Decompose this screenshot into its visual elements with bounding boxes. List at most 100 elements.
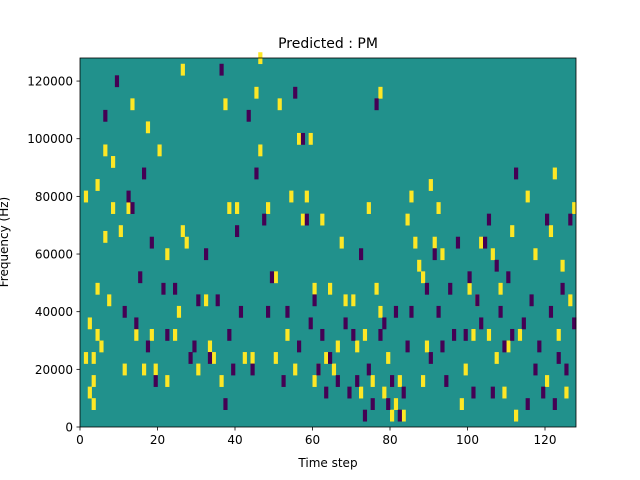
heatmap-cell-high bbox=[223, 98, 228, 111]
x-axis-label: Time step bbox=[297, 456, 357, 470]
heatmap-cell-low bbox=[351, 328, 356, 341]
heatmap-cell-high bbox=[91, 352, 96, 364]
heatmap-cell-high bbox=[397, 375, 402, 387]
heatmap-cell-high bbox=[95, 328, 100, 341]
heatmap-cell-high bbox=[471, 328, 476, 341]
heatmap-cell-high bbox=[328, 282, 333, 295]
x-tick-label: 20 bbox=[150, 433, 165, 447]
heatmap-cell-high bbox=[122, 363, 127, 376]
heatmap-cell-high bbox=[552, 167, 557, 180]
heatmap-cell-low bbox=[320, 328, 325, 341]
y-tick-label: 120000 bbox=[27, 75, 73, 89]
heatmap-cell-high bbox=[83, 352, 89, 364]
heatmap-cell-low bbox=[490, 386, 495, 399]
heatmap-cell-low bbox=[297, 340, 302, 353]
heatmap-cell-low bbox=[374, 98, 379, 111]
heatmap-cell-high bbox=[421, 271, 426, 284]
heatmap-cell-high bbox=[173, 328, 178, 341]
heatmap-cell-high bbox=[91, 375, 96, 387]
heatmap-cell-low bbox=[165, 328, 170, 341]
heatmap-cell-high bbox=[533, 248, 538, 261]
heatmap-cell-low bbox=[444, 375, 449, 387]
heatmap-cell-low bbox=[401, 386, 406, 399]
heatmap-cell-low bbox=[560, 282, 565, 295]
x-tick-label: 120 bbox=[534, 433, 557, 447]
heatmap-cell-high bbox=[494, 352, 499, 364]
y-tick-label: 60000 bbox=[35, 248, 73, 262]
y-tick-label: 20000 bbox=[35, 363, 73, 377]
heatmap-cell-low bbox=[238, 305, 244, 318]
heatmap-cell-low bbox=[266, 305, 271, 318]
heatmap-cell-high bbox=[545, 375, 550, 387]
heatmap-cell-high bbox=[165, 248, 170, 261]
heatmap-cell-high bbox=[95, 179, 100, 191]
heatmap-cell-high bbox=[227, 202, 232, 214]
heatmap-cell-low bbox=[409, 305, 414, 318]
heatmap-cell-low bbox=[463, 328, 468, 341]
heatmap-cell-high bbox=[490, 248, 495, 261]
heatmap-cell-high bbox=[413, 236, 418, 249]
heatmap-cell-low bbox=[204, 248, 209, 261]
y-axis-label: Frequency (Hz) bbox=[0, 197, 11, 288]
heatmap-cell-high bbox=[258, 144, 263, 157]
heatmap-cell-low bbox=[335, 375, 340, 387]
x-axis: 0 20 40 60 80 100 120 bbox=[76, 427, 556, 447]
heatmap-cell-low bbox=[192, 340, 197, 353]
y-tick-label: 40000 bbox=[35, 305, 73, 319]
heatmap-cell-low bbox=[362, 409, 368, 422]
heatmap-cell-low bbox=[556, 352, 561, 364]
heatmap-cell-high bbox=[149, 328, 154, 341]
heatmap-cell-high bbox=[564, 386, 569, 399]
heatmap-cell-low bbox=[467, 271, 472, 284]
heatmap-cell-high bbox=[548, 225, 554, 238]
heatmap-cell-high bbox=[99, 340, 104, 353]
heatmap-cell-low bbox=[188, 352, 193, 364]
heatmap-cell-low bbox=[300, 132, 306, 145]
heatmap-cell-low bbox=[142, 167, 147, 180]
heatmap-cell-high bbox=[467, 282, 472, 295]
heatmap-cell-low bbox=[114, 75, 120, 88]
x-tick-label: 60 bbox=[305, 433, 320, 447]
heatmap-cell-high bbox=[153, 363, 158, 376]
heatmap-cell-low bbox=[145, 340, 151, 353]
heatmap-cell-low bbox=[479, 317, 484, 330]
heatmap-cell-high bbox=[506, 340, 511, 353]
heatmap-cell-high bbox=[103, 144, 108, 157]
heatmap-cell-low bbox=[494, 259, 499, 272]
heatmap-cell-low bbox=[393, 305, 399, 318]
heatmap-cell-low bbox=[293, 86, 298, 99]
heatmap-cell-high bbox=[331, 363, 337, 376]
heatmap-cell-high bbox=[436, 202, 441, 214]
heatmap-cell-high bbox=[424, 340, 430, 353]
heatmap-cell-low bbox=[122, 305, 127, 318]
heatmap-cell-low bbox=[126, 190, 131, 203]
heatmap-cell-low bbox=[134, 317, 139, 330]
heatmap-cell-low bbox=[436, 305, 441, 318]
heatmap-cell-low bbox=[366, 363, 371, 376]
heatmap-cell-low bbox=[231, 363, 236, 376]
heatmap-cell-low bbox=[343, 317, 348, 330]
heatmap-cell-high bbox=[184, 236, 189, 249]
heatmap-cell-low bbox=[548, 305, 554, 318]
heatmap-cell-high bbox=[87, 317, 92, 330]
heatmap-cell-high bbox=[266, 202, 271, 214]
heatmap-cell-low bbox=[397, 409, 402, 422]
heatmap-cell-low bbox=[428, 352, 433, 364]
x-tick-label: 40 bbox=[227, 433, 242, 447]
heatmap-cell-high bbox=[107, 294, 112, 307]
heatmap-cell-low bbox=[382, 317, 387, 330]
heatmap-cell-low bbox=[359, 248, 364, 261]
heatmap-cell-high bbox=[510, 225, 515, 238]
heatmap-cell-low bbox=[227, 328, 232, 341]
heatmap-cell-high bbox=[393, 398, 399, 410]
heatmap-cell-high bbox=[359, 386, 364, 399]
heatmap-cell-low bbox=[483, 236, 488, 249]
x-tick-label: 100 bbox=[456, 433, 479, 447]
heatmap-cell-low bbox=[386, 398, 391, 410]
heatmap-cell-high bbox=[339, 236, 344, 249]
heatmap-cell-high bbox=[421, 375, 426, 387]
heatmap-cell-high bbox=[273, 352, 278, 364]
heatmap-cell-low bbox=[316, 363, 321, 376]
heatmap-cell-low bbox=[533, 363, 538, 376]
